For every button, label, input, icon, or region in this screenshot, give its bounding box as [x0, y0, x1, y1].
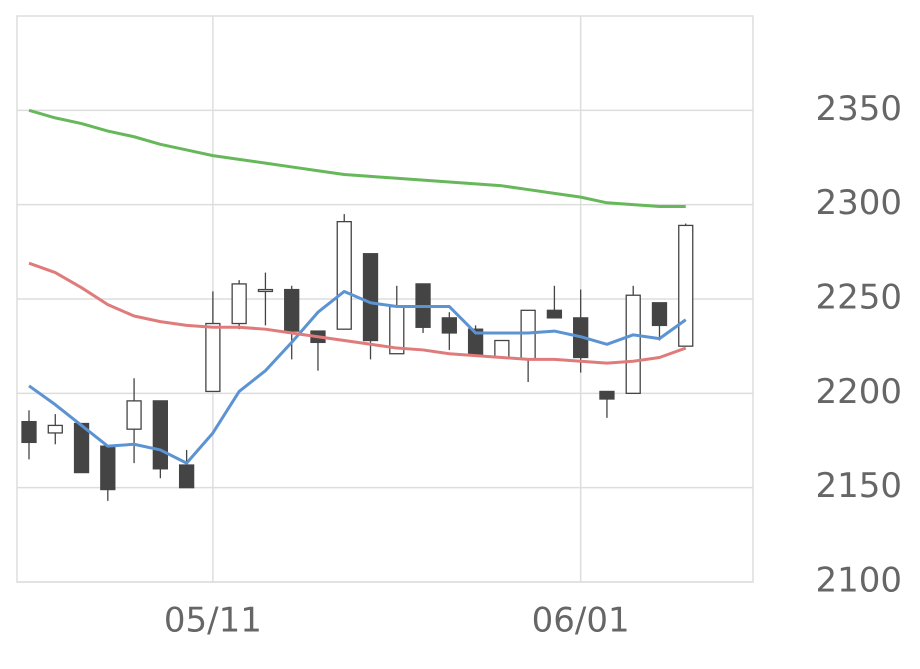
y-tick-label: 2350	[815, 89, 902, 129]
candle-body	[100, 445, 116, 491]
candle-body	[284, 288, 300, 332]
candle-body	[678, 224, 694, 347]
candle-body	[47, 424, 63, 434]
candle-body	[494, 339, 510, 359]
candle-body	[599, 390, 615, 400]
candle-body	[625, 294, 641, 394]
candle-body	[231, 283, 247, 325]
x-tick-label: 06/01	[532, 601, 630, 641]
y-tick-label: 2100	[815, 561, 902, 601]
moving-average-line	[28, 261, 687, 365]
y-tick-label: 2200	[815, 372, 902, 412]
y-tick-label: 2150	[815, 466, 902, 506]
candle-body	[178, 464, 195, 489]
y-tick-label: 2300	[815, 183, 902, 223]
y-tick-label: 2250	[815, 278, 902, 318]
candle-body	[546, 309, 563, 319]
candle-body	[362, 253, 379, 342]
candle-body	[257, 288, 274, 293]
moving-average-line	[28, 108, 686, 209]
candle-body	[205, 322, 221, 393]
moving-average-line	[28, 289, 687, 465]
candle-body	[651, 302, 668, 327]
candle-body	[126, 400, 142, 430]
candle-body	[336, 220, 352, 330]
candle-body	[152, 400, 169, 470]
candle-body	[21, 420, 37, 444]
x-tick-label: 05/11	[164, 601, 262, 641]
candle-body	[520, 309, 536, 361]
candle-body	[441, 317, 457, 334]
